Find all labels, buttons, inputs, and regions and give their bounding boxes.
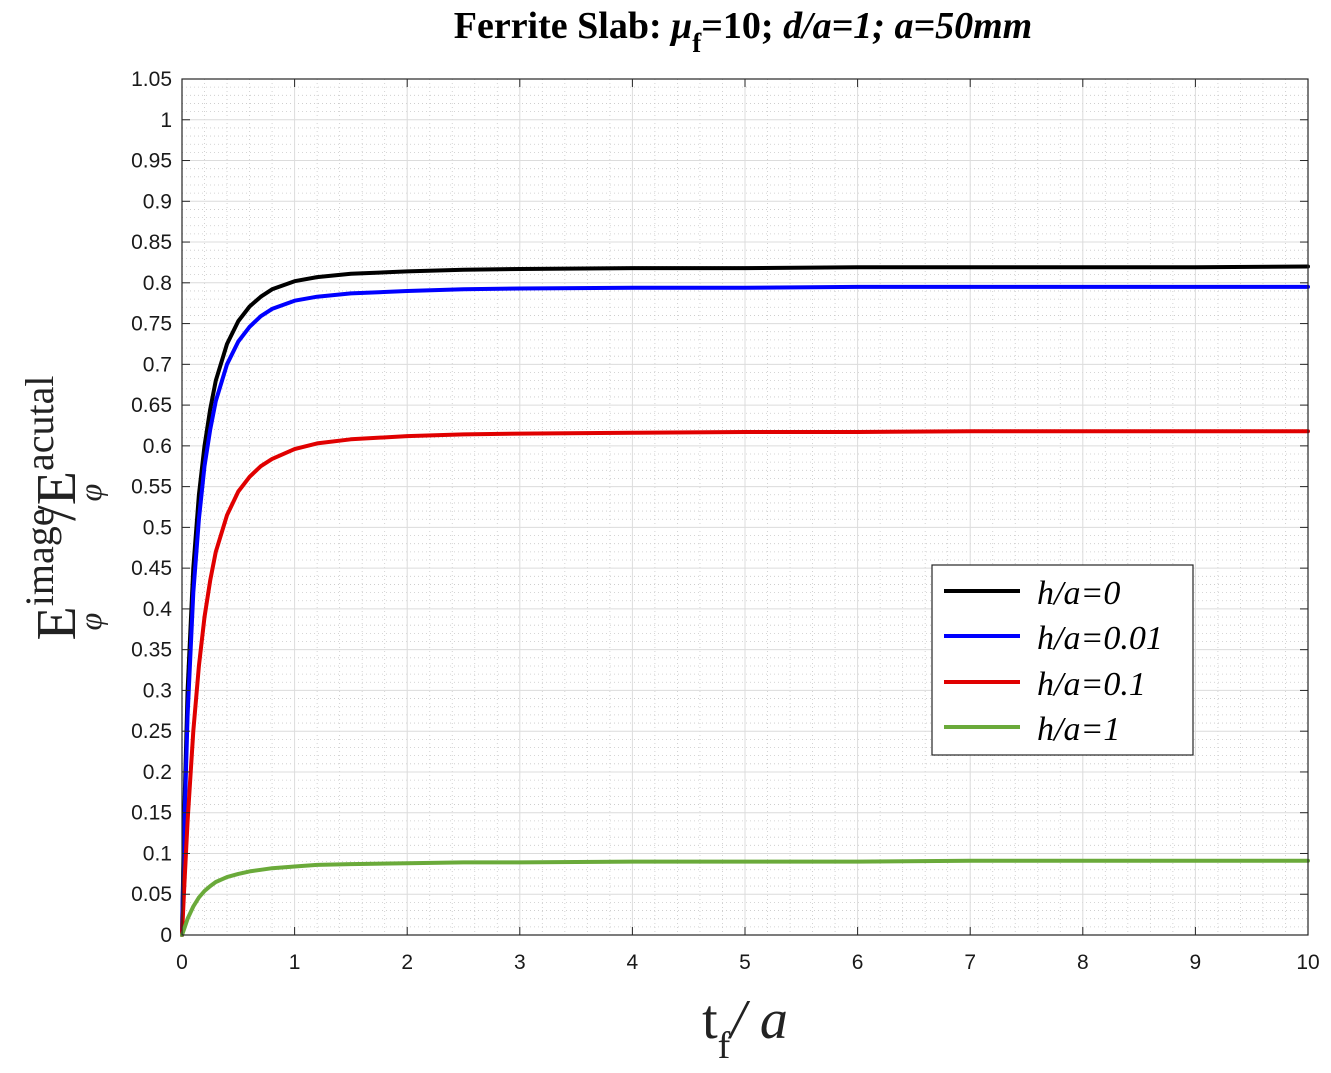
tick-marks (181, 78, 1309, 936)
series-line-2 (180, 429, 1310, 937)
x-tick-label: 4 (627, 951, 639, 974)
y-tick-label: 0.05 (131, 883, 172, 906)
title-a-value: a=50mm (894, 5, 1032, 47)
x-tick-labels: 0 1 2 3 4 5 6 7 8 9 10 (176, 951, 1320, 974)
y-label-slash: / (26, 505, 88, 521)
y-tick-label: 0.1 (143, 842, 172, 865)
y-tick-label: 0.7 (143, 353, 172, 376)
y-tick-label: 0.4 (143, 598, 173, 621)
x-label-rest: / a (727, 989, 788, 1051)
y-tick-label: 0.25 (131, 720, 172, 743)
chart-title: Ferrite Slab: μf=10; d/a=1; a=50mm (454, 5, 1032, 58)
title-mu: μ (669, 5, 692, 47)
x-tick-label: 8 (1077, 951, 1089, 974)
y-label-e2-sub: φ (72, 484, 108, 502)
y-tick-label: 1.05 (131, 68, 172, 91)
x-axis-label: tf/ a (702, 989, 788, 1067)
series-layer (180, 264, 1310, 937)
legend-label-0: h/a=0 (1037, 575, 1120, 612)
y-tick-label: 0.5 (143, 516, 172, 539)
y-tick-label: 0.45 (131, 557, 172, 580)
series-line-0 (180, 264, 1310, 937)
y-label-e1-sup: image (17, 509, 62, 607)
legend-label-3: h/a=1 (1037, 711, 1120, 748)
y-tick-label: 0.8 (143, 272, 172, 295)
y-tick-label: 0.35 (131, 639, 172, 662)
y-tick-label: 0.65 (131, 394, 172, 417)
title-mu-sub: f (692, 28, 702, 58)
y-tick-labels: 0 0.05 0.1 0.15 0.2 0.25 0.3 0.35 0.4 0.45 0.5 0.55… (131, 68, 172, 947)
x-tick-label: 9 (1190, 951, 1202, 974)
y-axis-label: Eimageφ/Eacutalφ (17, 376, 108, 641)
x-tick-label: 0 (176, 951, 188, 974)
y-tick-label: 0.2 (143, 761, 172, 784)
x-tick-label: 10 (1296, 951, 1319, 974)
legend: h/a=0 h/a=0.01 h/a=0.1 h/a=1 (931, 564, 1194, 756)
y-label-e2: E (26, 471, 88, 505)
title-mu-value: =10; (701, 5, 783, 47)
y-tick-label: 0.95 (131, 150, 172, 173)
series-line-3 (180, 858, 1310, 937)
y-tick-label: 0.75 (131, 313, 172, 336)
title-prefix: Ferrite Slab: (454, 5, 671, 47)
y-tick-label: 0.3 (143, 679, 172, 702)
y-tick-label: 0.6 (143, 435, 172, 458)
y-label-e1-sub: φ (72, 613, 108, 631)
x-label-main: t (702, 989, 718, 1051)
y-tick-label: 0 (160, 924, 172, 947)
y-tick-label: 0.55 (131, 476, 172, 499)
legend-box (931, 564, 1194, 756)
x-tick-label: 6 (852, 951, 864, 974)
x-tick-label: 1 (289, 951, 301, 974)
y-label-e2-sup: acutal (17, 376, 62, 472)
x-tick-label: 7 (964, 951, 976, 974)
y-tick-label: 0.9 (143, 190, 172, 213)
legend-label-1: h/a=0.01 (1037, 620, 1163, 657)
major-grid (181, 78, 1309, 936)
legend-label-2: h/a=0.1 (1037, 666, 1146, 703)
series-line-1 (180, 284, 1310, 937)
x-tick-label: 3 (514, 951, 526, 974)
x-tick-label: 2 (401, 951, 413, 974)
y-tick-label: 1 (160, 109, 172, 132)
x-label-sub: f (718, 1025, 731, 1067)
minor-grid (182, 79, 1308, 935)
y-tick-label: 0.15 (131, 802, 172, 825)
title-d-ratio: d/a=1; (783, 5, 894, 47)
x-tick-label: 5 (739, 951, 751, 974)
y-label-e1: E (26, 606, 88, 640)
y-tick-label: 0.85 (131, 231, 172, 254)
